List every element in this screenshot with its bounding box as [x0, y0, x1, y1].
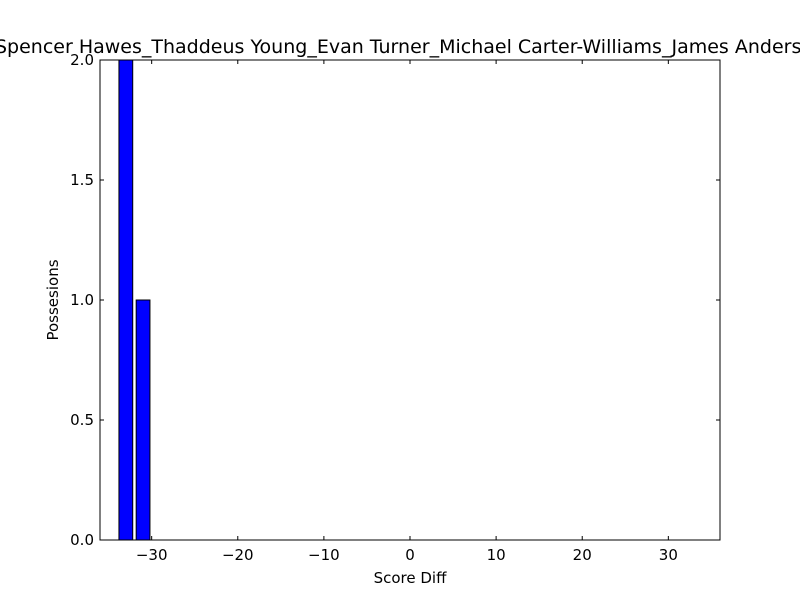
axes-group: −30 −20 −10 0 10 20 30 0.0 0.5 1.0 1.5 2.0 [70, 51, 720, 564]
x-tick-label: 0 [405, 546, 415, 564]
y-axis-label: Possesions [44, 259, 62, 340]
y-tick-label: 0.0 [70, 531, 94, 549]
x-tick-label: 10 [487, 546, 506, 564]
x-axis-label: Score Diff [374, 569, 447, 587]
y-tick-label: 2.0 [70, 51, 94, 69]
plot-frame [99, 59, 721, 541]
y-tick-label: 0.5 [70, 411, 94, 429]
x-tick-label: 30 [659, 546, 678, 564]
y-tick-label: 1.0 [70, 291, 94, 309]
x-tick-label: −20 [222, 546, 254, 564]
x-tick-label: −30 [136, 546, 168, 564]
bar [118, 59, 134, 541]
bar [135, 299, 151, 541]
chart-title: Spencer Hawes_Thaddeus Young_Evan Turner… [0, 36, 800, 58]
bars-group [118, 59, 151, 541]
x-tick-label: −10 [308, 546, 340, 564]
x-tick-label: 20 [573, 546, 592, 564]
y-tick-label: 1.5 [70, 171, 94, 189]
